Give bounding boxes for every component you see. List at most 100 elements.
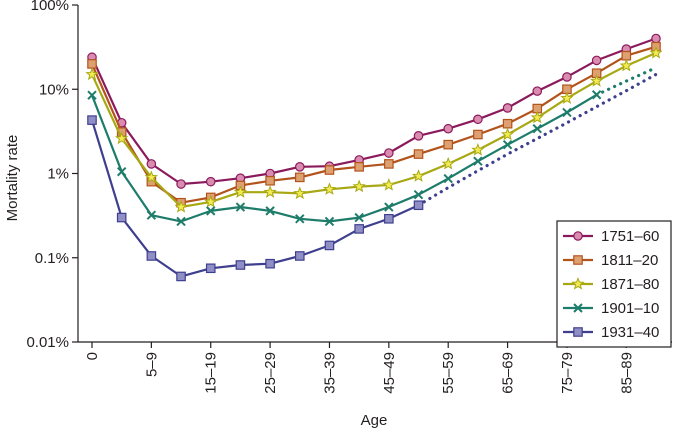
series-projection-line xyxy=(416,72,658,207)
data-point xyxy=(293,186,307,200)
x-tick-label: 65–69 xyxy=(500,352,517,394)
data-point xyxy=(176,179,186,189)
data-point xyxy=(384,159,394,169)
data-point xyxy=(324,216,335,227)
series-layer xyxy=(85,33,663,282)
data-point xyxy=(205,263,216,274)
data-point xyxy=(146,251,157,261)
x-axis-label: Age xyxy=(361,412,388,429)
data-point xyxy=(116,212,127,223)
data-point xyxy=(591,55,602,66)
x-tick-label: 45–49 xyxy=(381,352,398,394)
data-point xyxy=(146,210,157,220)
legend-label: 1901–10 xyxy=(601,300,659,317)
data-point xyxy=(473,129,483,140)
series-1811–20 xyxy=(87,41,661,208)
data-point xyxy=(294,172,305,183)
series-line xyxy=(90,119,419,278)
data-point xyxy=(649,45,663,59)
data-point xyxy=(265,175,275,186)
data-point xyxy=(263,185,277,198)
legend-marker xyxy=(573,255,583,265)
data-point xyxy=(589,74,604,87)
data-point xyxy=(324,165,335,175)
data-point xyxy=(441,156,455,170)
x-tick-label: 15–19 xyxy=(203,352,220,394)
legend-item: 1751–60 xyxy=(563,228,659,245)
x-axis: 0 5–9 15–19 25–29 35–39 45–49 55–59 65–69 75–79 8… xyxy=(84,342,635,394)
data-point xyxy=(294,251,305,261)
legend-marker xyxy=(571,277,585,290)
legend-label: 1751–60 xyxy=(601,228,659,245)
data-point xyxy=(500,127,515,141)
data-point xyxy=(473,114,483,125)
data-point xyxy=(384,148,394,158)
data-point xyxy=(235,202,246,212)
data-point xyxy=(502,118,513,129)
x-tick-label: 85–89 xyxy=(618,352,635,394)
data-point xyxy=(443,139,454,150)
data-point xyxy=(621,50,632,61)
x-tick-label: 5–9 xyxy=(143,352,160,377)
y-axis-label: Mortality rate xyxy=(4,135,21,222)
data-point xyxy=(443,173,453,184)
data-point xyxy=(560,91,574,104)
legend: 1751–60 1811–20 1871–80 1901–10 1931–40 xyxy=(556,220,672,348)
data-point xyxy=(235,260,246,270)
data-point xyxy=(619,58,633,72)
data-point xyxy=(384,202,394,212)
legend-marker xyxy=(573,231,583,241)
data-point xyxy=(87,115,97,125)
data-point xyxy=(471,143,485,156)
data-point xyxy=(530,110,544,124)
data-point xyxy=(294,162,305,172)
series-1901–10 xyxy=(87,66,658,227)
y-tick-label: 0.1% xyxy=(35,250,69,267)
legend-marker xyxy=(573,327,583,337)
data-point xyxy=(382,178,396,191)
data-point xyxy=(354,212,364,223)
data-point xyxy=(144,170,159,184)
data-point xyxy=(562,107,572,118)
legend-item: 1931–40 xyxy=(563,324,659,341)
legend-item: 1811–20 xyxy=(563,252,658,269)
data-point xyxy=(532,124,542,134)
data-point xyxy=(87,90,97,100)
x-tick-label: 55–59 xyxy=(440,352,457,394)
data-point xyxy=(322,182,337,195)
data-point xyxy=(532,86,543,96)
y-tick-label: 0.01% xyxy=(26,334,69,351)
data-point xyxy=(116,167,127,177)
data-point xyxy=(354,162,364,172)
y-tick-label: 10% xyxy=(39,81,69,98)
data-point xyxy=(85,67,99,81)
data-point xyxy=(146,159,157,169)
legend-item: 1871–80 xyxy=(563,276,659,293)
x-tick-label: 0 xyxy=(84,352,101,360)
data-point xyxy=(413,131,424,141)
data-point xyxy=(265,206,275,216)
series-projection-line xyxy=(594,66,658,97)
data-point xyxy=(205,176,216,187)
y-tick-label: 100% xyxy=(31,0,69,14)
series-line xyxy=(90,37,657,186)
series-line xyxy=(90,93,598,223)
data-point xyxy=(204,194,218,208)
data-point xyxy=(176,271,186,282)
data-point xyxy=(206,206,216,216)
data-point xyxy=(324,240,335,251)
legend-label: 1931–40 xyxy=(601,324,659,341)
data-point xyxy=(176,216,186,227)
data-point xyxy=(265,258,275,269)
data-point xyxy=(502,103,513,113)
data-point xyxy=(87,59,97,69)
data-point xyxy=(411,169,426,182)
series-1931–40 xyxy=(87,72,658,282)
data-point xyxy=(233,185,248,198)
x-tick-label: 75–79 xyxy=(559,352,576,394)
data-point xyxy=(502,139,513,150)
data-point xyxy=(354,224,364,234)
data-point xyxy=(413,149,424,159)
data-point xyxy=(473,156,483,166)
data-point xyxy=(352,179,366,193)
